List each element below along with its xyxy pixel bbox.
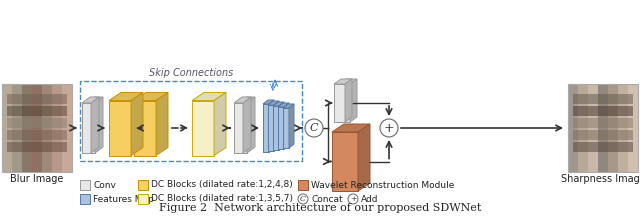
Polygon shape xyxy=(91,97,99,153)
Polygon shape xyxy=(134,100,156,156)
Polygon shape xyxy=(284,103,289,149)
Polygon shape xyxy=(134,92,168,100)
Polygon shape xyxy=(86,97,103,103)
Polygon shape xyxy=(95,97,103,153)
Polygon shape xyxy=(283,104,294,108)
Polygon shape xyxy=(234,103,243,153)
Bar xyxy=(573,106,633,116)
Circle shape xyxy=(348,194,358,204)
Bar xyxy=(12,84,22,172)
Bar xyxy=(52,84,62,172)
Polygon shape xyxy=(334,79,352,84)
Bar xyxy=(7,94,67,104)
Polygon shape xyxy=(268,105,274,151)
Bar xyxy=(573,130,633,140)
Polygon shape xyxy=(263,100,274,104)
Bar xyxy=(80,180,90,190)
Bar xyxy=(573,142,633,152)
Polygon shape xyxy=(82,97,99,103)
Bar xyxy=(568,84,578,172)
Bar xyxy=(7,118,67,128)
Polygon shape xyxy=(339,84,350,122)
Polygon shape xyxy=(243,97,251,153)
Bar xyxy=(618,84,628,172)
Bar xyxy=(42,84,52,172)
Polygon shape xyxy=(234,97,251,103)
Polygon shape xyxy=(82,103,91,153)
Polygon shape xyxy=(339,79,357,84)
Polygon shape xyxy=(278,103,289,107)
Polygon shape xyxy=(273,102,284,106)
Text: Sharpness Image: Sharpness Image xyxy=(561,174,640,184)
Text: C: C xyxy=(300,195,306,203)
Circle shape xyxy=(380,119,398,137)
Text: Figure 2  Network architecture of our proposed SDWNet: Figure 2 Network architecture of our pro… xyxy=(159,203,481,213)
Polygon shape xyxy=(274,101,279,151)
Polygon shape xyxy=(109,100,131,156)
Bar xyxy=(298,180,308,190)
Polygon shape xyxy=(238,97,255,103)
Bar xyxy=(598,84,608,172)
Text: Features Map: Features Map xyxy=(93,194,154,204)
Polygon shape xyxy=(268,101,279,105)
Polygon shape xyxy=(269,100,274,152)
Polygon shape xyxy=(273,106,279,150)
Polygon shape xyxy=(192,92,226,100)
Bar xyxy=(628,84,638,172)
Bar xyxy=(7,142,67,152)
Polygon shape xyxy=(283,108,289,148)
Bar xyxy=(578,84,588,172)
Polygon shape xyxy=(238,103,247,153)
Polygon shape xyxy=(131,92,143,156)
Text: Concat: Concat xyxy=(311,194,342,204)
Bar xyxy=(2,84,12,172)
Text: Add: Add xyxy=(361,194,378,204)
Circle shape xyxy=(298,194,308,204)
Bar xyxy=(608,84,618,172)
Text: Conv: Conv xyxy=(93,181,116,189)
Polygon shape xyxy=(247,97,255,153)
Bar xyxy=(2,84,72,172)
Circle shape xyxy=(305,119,323,137)
Bar xyxy=(568,84,638,172)
Polygon shape xyxy=(345,79,352,122)
Bar xyxy=(138,180,148,190)
Bar xyxy=(573,94,633,104)
Bar xyxy=(588,84,598,172)
Bar xyxy=(7,130,67,140)
Polygon shape xyxy=(289,104,294,148)
Text: C: C xyxy=(310,123,318,133)
Polygon shape xyxy=(332,132,358,191)
Bar xyxy=(7,106,67,116)
Bar xyxy=(573,118,633,128)
Polygon shape xyxy=(86,103,95,153)
Polygon shape xyxy=(192,100,214,156)
Text: +: + xyxy=(384,122,394,135)
Polygon shape xyxy=(334,84,345,122)
Polygon shape xyxy=(109,92,143,100)
Polygon shape xyxy=(263,104,269,152)
Polygon shape xyxy=(279,102,284,150)
Bar xyxy=(22,84,32,172)
Bar xyxy=(80,194,90,204)
Polygon shape xyxy=(214,92,226,156)
Text: +: + xyxy=(350,195,356,203)
Text: Wavelet Reconstruction Module: Wavelet Reconstruction Module xyxy=(311,181,454,189)
Text: Blur Image: Blur Image xyxy=(10,174,64,184)
Polygon shape xyxy=(278,107,284,149)
Bar xyxy=(62,84,72,172)
Polygon shape xyxy=(156,92,168,156)
Bar xyxy=(32,84,42,172)
Text: DC Blocks (dilated rate:1,3,5,7): DC Blocks (dilated rate:1,3,5,7) xyxy=(151,194,293,204)
Text: Skip Connections: Skip Connections xyxy=(149,69,233,79)
Bar xyxy=(138,194,148,204)
Polygon shape xyxy=(358,124,370,191)
Polygon shape xyxy=(332,124,370,132)
Text: DC Blocks (dilated rate:1,2,4,8): DC Blocks (dilated rate:1,2,4,8) xyxy=(151,181,292,189)
Polygon shape xyxy=(350,79,357,122)
